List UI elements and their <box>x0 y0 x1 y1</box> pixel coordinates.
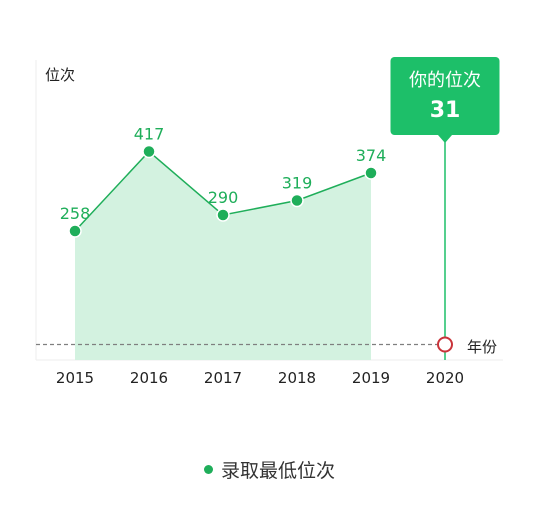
x-tick-label-2020: 2020 <box>426 369 464 387</box>
legend[interactable]: 录取最低位次 <box>0 456 539 483</box>
tick-layer: 2015 2016 2017 2018 2019 2020 <box>56 369 464 387</box>
x-tick-label-2016: 2016 <box>130 369 168 387</box>
x-tick-label-2015: 2015 <box>56 369 94 387</box>
data-point-2015[interactable] <box>68 224 82 238</box>
x-axis-label: 年份 <box>467 338 497 356</box>
y-axis-label: 位次 <box>45 66 75 84</box>
data-point-2017[interactable] <box>216 208 230 222</box>
data-point-2018[interactable] <box>290 193 304 208</box>
legend-label: 录取最低位次 <box>220 460 335 482</box>
data-label-2018: 319 <box>282 174 313 193</box>
x-tick-label-2018: 2018 <box>278 369 316 387</box>
your-rank-point <box>437 336 453 353</box>
line-layer: 258 417 290 319 374 <box>60 125 387 238</box>
data-label-2015: 258 <box>60 204 91 223</box>
data-point-2016[interactable] <box>142 144 156 159</box>
x-tick-label-2019: 2019 <box>352 369 390 387</box>
marker-layer: 你的位次 31 <box>390 57 500 360</box>
data-label-2019: 374 <box>356 146 387 165</box>
callout-pointer <box>438 135 452 143</box>
data-label-2017: 290 <box>208 188 239 207</box>
callout-box <box>390 57 500 135</box>
data-point-2019[interactable] <box>364 166 378 180</box>
legend-dot-icon <box>203 465 213 474</box>
callout-title: 你的位次 <box>409 70 481 91</box>
x-tick-label-2017: 2017 <box>204 369 242 387</box>
data-label-2016: 417 <box>134 125 165 144</box>
callout-value: 31 <box>430 98 461 123</box>
your-rank-callout: 你的位次 31 <box>390 57 500 143</box>
